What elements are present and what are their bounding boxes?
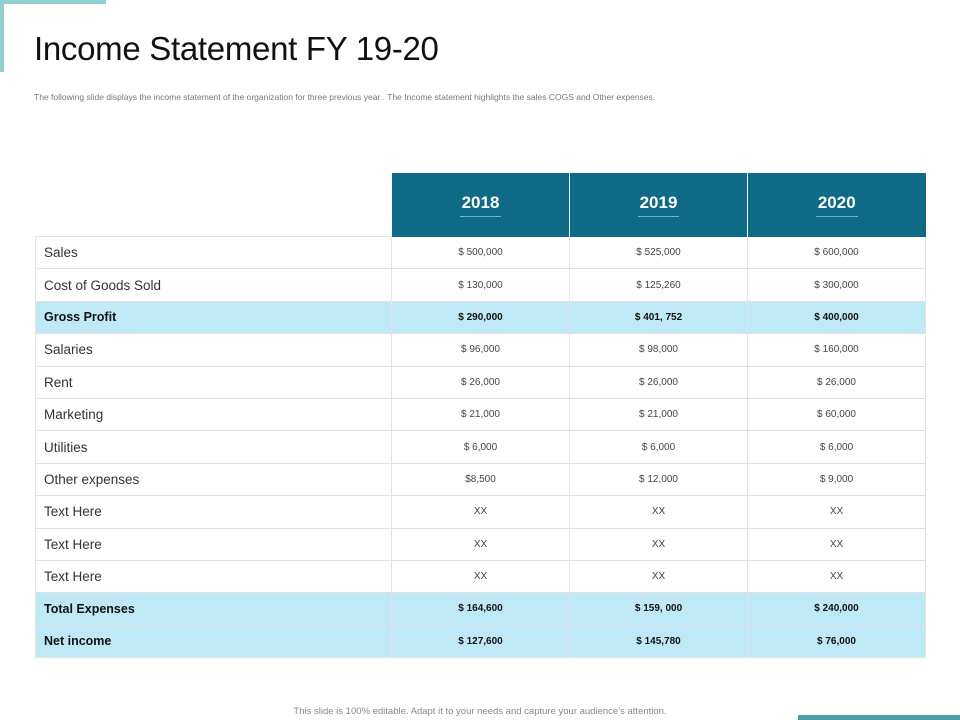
row-label: Text Here: [35, 495, 392, 529]
value-cell: XX: [569, 528, 748, 561]
value-cell: $ 26,000: [747, 366, 926, 399]
row-label: Cost of Goods Sold: [35, 268, 392, 302]
header-empty-cell: [35, 173, 392, 237]
page-title: Income Statement FY 19-20: [34, 30, 439, 67]
row-label: Net income: [35, 625, 392, 659]
year-label: 2018: [459, 193, 502, 217]
decorative-accent-top: [0, 0, 106, 4]
row-label: Text Here: [35, 528, 392, 561]
table-row-utilities: Utilities $ 6,000 $ 6,000 $ 6,000: [35, 430, 926, 464]
value-cell: $ 164,600: [391, 592, 570, 626]
value-cell: $ 401, 752: [569, 301, 748, 335]
table-row-other-expenses: Other expenses $8,500 $ 12,000 $ 9,000: [35, 463, 926, 497]
decorative-accent-bottom: [798, 715, 960, 720]
year-header-2020: 2020: [747, 173, 926, 237]
decorative-accent-left: [0, 0, 4, 72]
row-label: Total Expenses: [35, 592, 392, 626]
value-cell: $ 300,000: [747, 268, 926, 302]
value-cell: $ 6,000: [569, 430, 748, 464]
table-row-marketing: Marketing $ 21,000 $ 21,000 $ 60,000: [35, 398, 926, 432]
year-header-2019: 2019: [569, 173, 748, 237]
value-cell: $ 160,000: [747, 333, 926, 367]
value-cell: $ 400,000: [747, 301, 926, 335]
table-row-salaries: Salaries $ 96,000 $ 98,000 $ 160,000: [35, 333, 926, 367]
value-cell: $ 500,000: [391, 236, 570, 270]
value-cell: $ 21,000: [391, 398, 570, 432]
value-cell: $8,500: [391, 463, 570, 497]
value-cell: $ 12,000: [569, 463, 748, 497]
value-cell: $ 159, 000: [569, 592, 748, 626]
row-label: Sales: [35, 236, 392, 270]
value-cell: XX: [569, 495, 748, 529]
value-cell: $ 6,000: [391, 430, 570, 464]
year-label: 2020: [815, 193, 858, 217]
table-row-placeholder-3: Text Here XX XX XX: [35, 560, 926, 594]
table-row-sales: Sales $ 500,000 $ 525,000 $ 600,000: [35, 236, 926, 270]
value-cell: $ 26,000: [391, 366, 570, 399]
value-cell: $ 600,000: [747, 236, 926, 270]
table-row-total-expenses: Total Expenses $ 164,600 $ 159, 000 $ 24…: [35, 592, 926, 626]
value-cell: $ 76,000: [747, 625, 926, 659]
value-cell: $ 98,000: [569, 333, 748, 367]
value-cell: $ 21,000: [569, 398, 748, 432]
value-cell: $ 96,000: [391, 333, 570, 367]
value-cell: XX: [391, 495, 570, 529]
row-label: Other expenses: [35, 463, 392, 497]
table-row-placeholder-1: Text Here XX XX XX: [35, 495, 926, 529]
value-cell: $ 525,000: [569, 236, 748, 270]
page-subtitle: The following slide displays the income …: [34, 92, 656, 102]
table-row-gross-profit: Gross Profit $ 290,000 $ 401, 752 $ 400,…: [35, 301, 926, 335]
table-row-rent: Rent $ 26,000 $ 26,000 $ 26,000: [35, 366, 926, 399]
row-label: Salaries: [35, 333, 392, 367]
value-cell: $ 145,780: [569, 625, 748, 659]
value-cell: XX: [747, 495, 926, 529]
year-header-2018: 2018: [391, 173, 570, 237]
table-row-placeholder-2: Text Here XX XX XX: [35, 528, 926, 561]
value-cell: $ 130,000: [391, 268, 570, 302]
row-label: Rent: [35, 366, 392, 399]
row-label: Marketing: [35, 398, 392, 432]
value-cell: $ 6,000: [747, 430, 926, 464]
table-header-row: 2018 2019 2020: [35, 173, 926, 237]
row-label: Gross Profit: [35, 301, 392, 335]
value-cell: XX: [391, 560, 570, 594]
row-label: Utilities: [35, 430, 392, 464]
value-cell: $ 290,000: [391, 301, 570, 335]
footer-note: This slide is 100% editable. Adapt it to…: [293, 706, 667, 717]
income-statement-table: 2018 2019 2020 Sales $ 500,000 $ 525,000…: [35, 173, 926, 659]
table-row-net-income: Net income $ 127,600 $ 145,780 $ 76,000: [35, 625, 926, 659]
table-row-cogs: Cost of Goods Sold $ 130,000 $ 125,260 $…: [35, 268, 926, 302]
value-cell: XX: [747, 560, 926, 594]
value-cell: $ 240,000: [747, 592, 926, 626]
value-cell: $ 125,260: [569, 268, 748, 302]
value-cell: XX: [391, 528, 570, 561]
value-cell: $ 26,000: [569, 366, 748, 399]
row-label: Text Here: [35, 560, 392, 594]
income-statement-table-container: 2018 2019 2020 Sales $ 500,000 $ 525,000…: [35, 173, 926, 659]
value-cell: XX: [569, 560, 748, 594]
value-cell: XX: [747, 528, 926, 561]
value-cell: $ 9,000: [747, 463, 926, 497]
value-cell: $ 127,600: [391, 625, 570, 659]
year-label: 2019: [637, 193, 680, 217]
value-cell: $ 60,000: [747, 398, 926, 432]
